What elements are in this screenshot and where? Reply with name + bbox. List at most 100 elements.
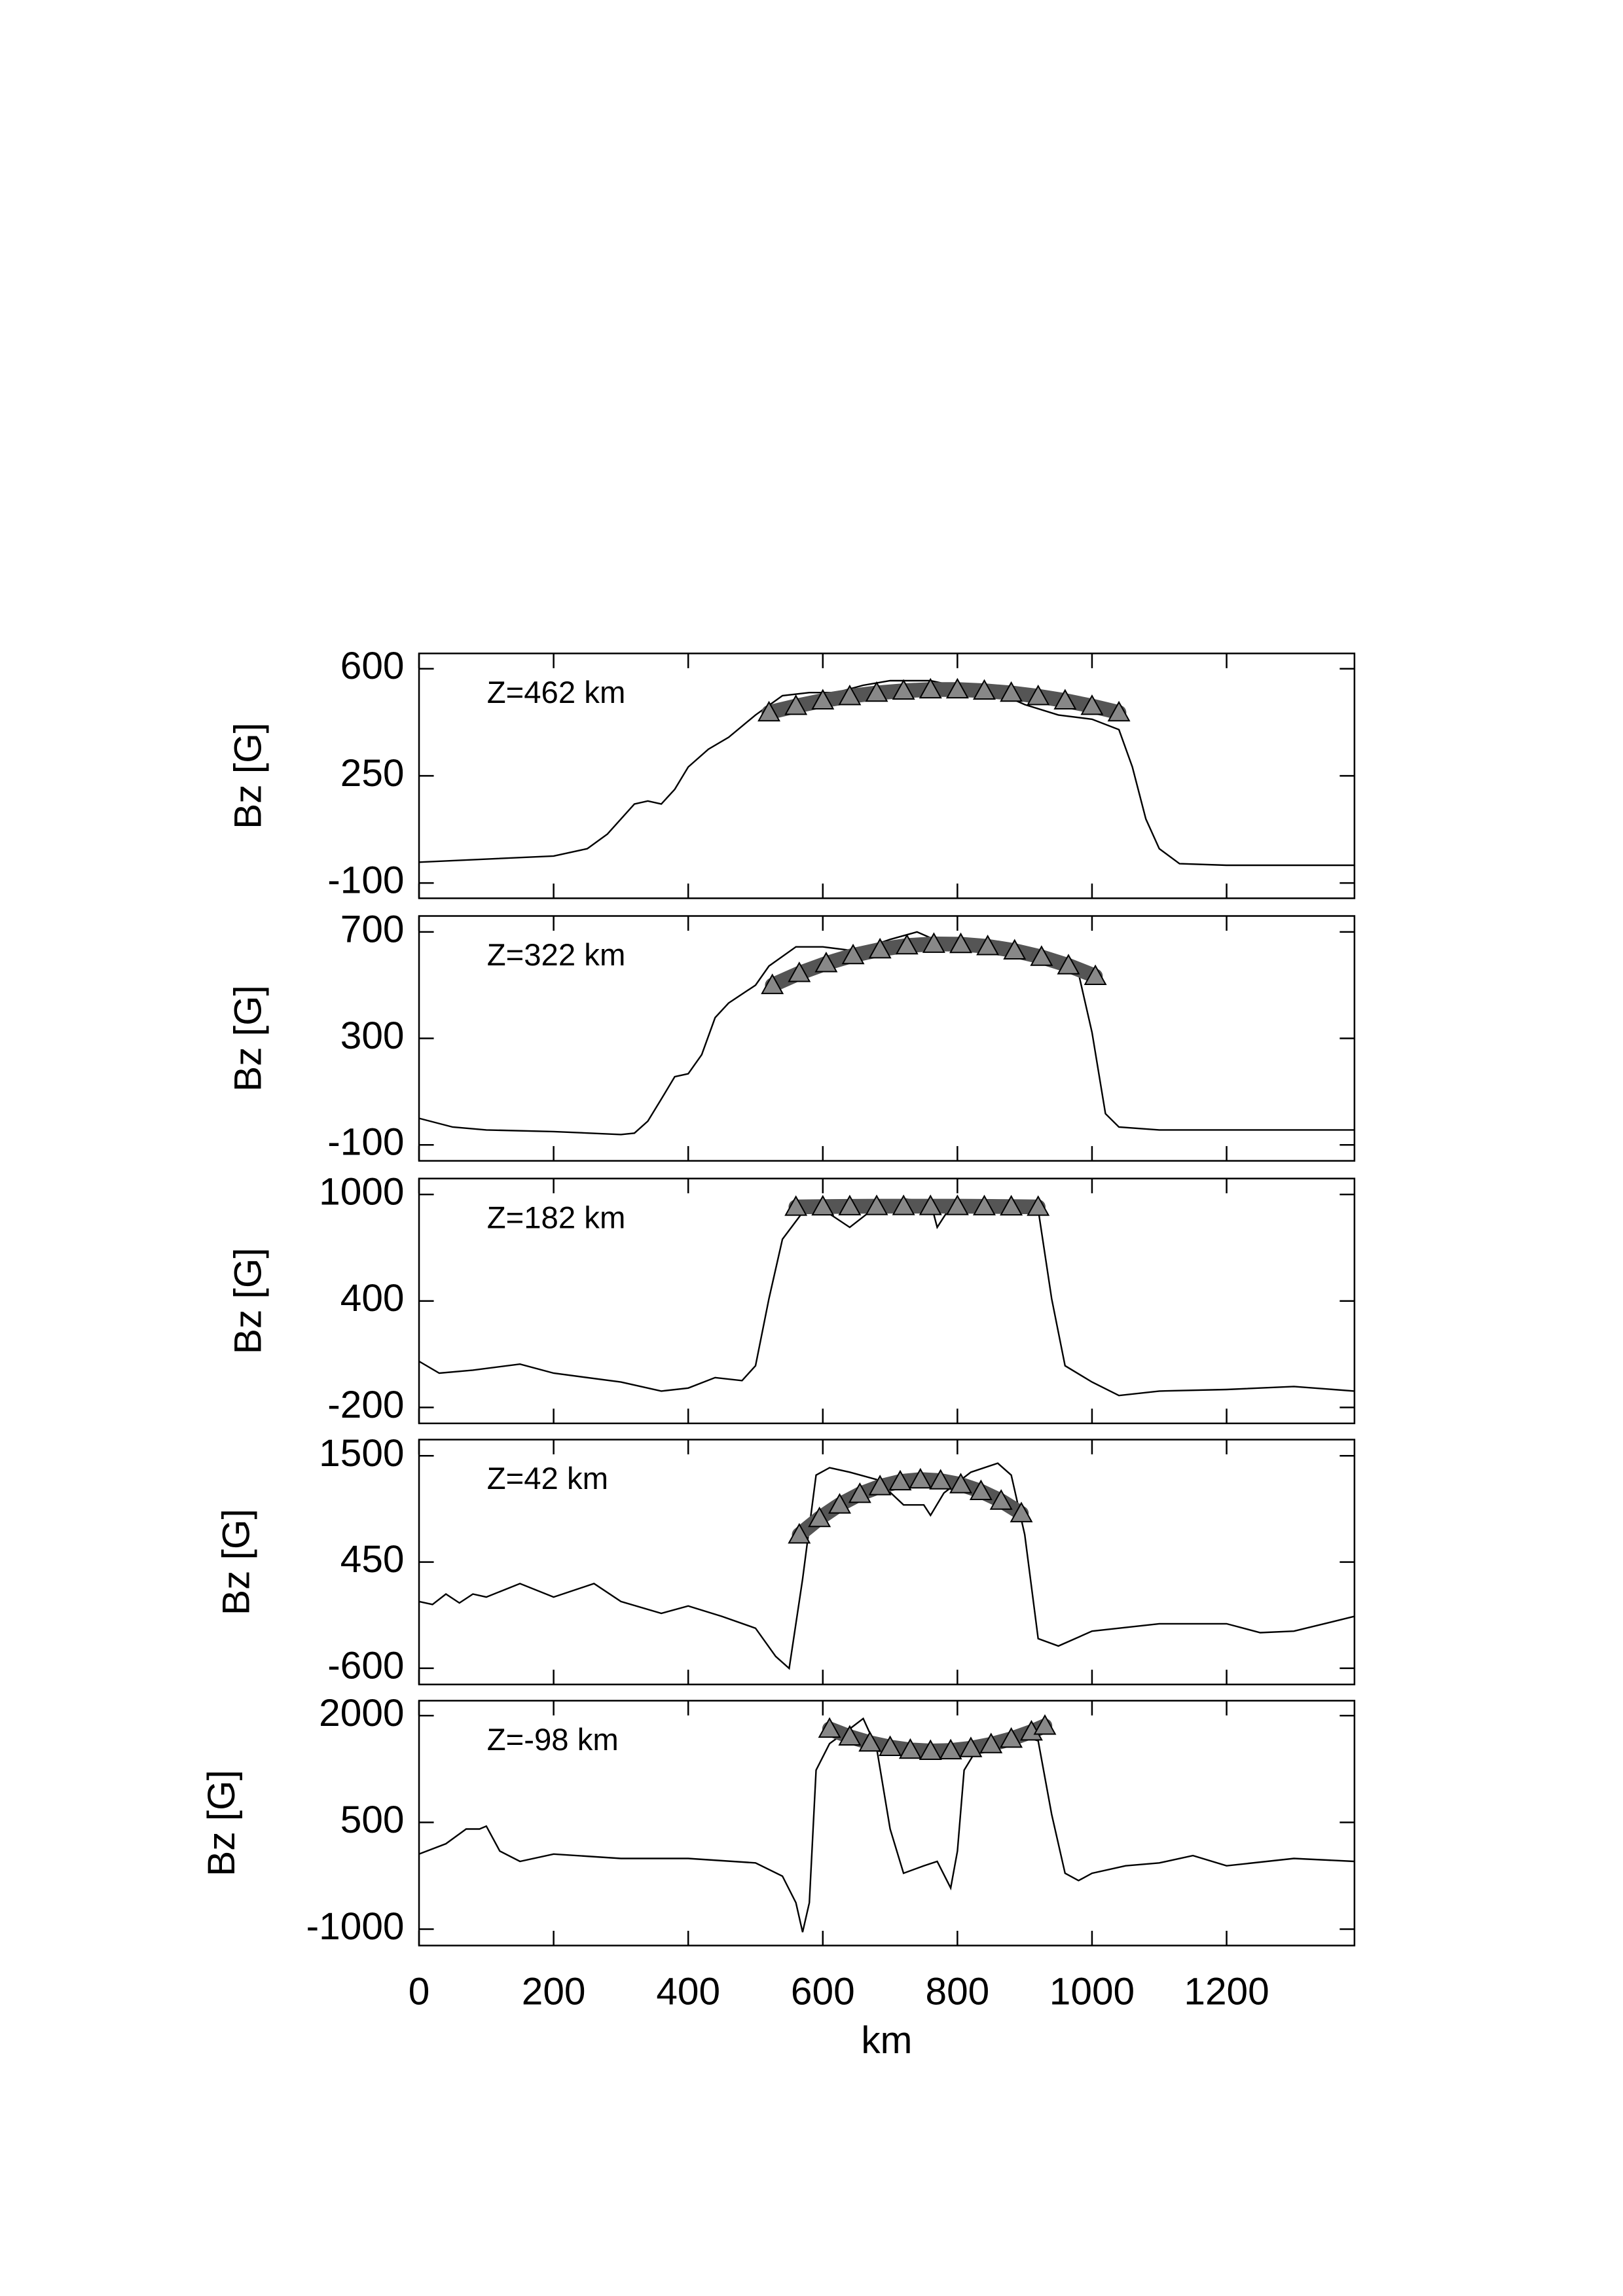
fit-marker [865,1194,888,1215]
fit-marker [909,1467,932,1489]
data-line [418,1198,1355,1397]
x-tick-label: 0 [409,1970,430,2013]
fit-marker [788,961,811,982]
fit-marker [895,933,919,955]
fit-marker [929,1469,953,1490]
y-tick-label: 1000 [319,1171,404,1213]
fit-marker [979,1732,1003,1753]
y-axis-label: Bz [G] [215,1509,258,1615]
y-tick-label: -600 [327,1644,404,1687]
fit-marker [761,973,784,994]
fit-marker [892,1194,915,1215]
fit-marker [945,677,969,699]
y-tick-label: -100 [327,1121,404,1164]
y-tick-label: 600 [340,645,405,687]
fit-marker [1080,694,1104,715]
fit-marker [757,700,781,722]
y-tick-label: -100 [327,859,404,902]
data-line [418,1462,1355,1670]
y-axis-label: Bz [G] [200,1770,243,1876]
fit-marker [945,1194,969,1215]
fit-marker [1000,1727,1023,1748]
fit-marker [784,694,808,715]
y-tick-label: -1000 [306,1905,405,1948]
fit-marker [989,1489,1013,1510]
fit-marker [973,679,996,700]
fit-marker [922,932,945,953]
x-axis-label: km [861,2019,912,2062]
x-tick-label: 400 [656,1970,720,2013]
fit-marker [919,1194,942,1215]
fit-marker [838,1725,862,1746]
fit-marker [892,679,915,700]
fit-marker [858,1731,882,1752]
annotation: Z=322 km [487,938,626,973]
fit-marker [1027,1195,1050,1216]
fit-marker [973,1194,996,1215]
fit-marker [788,1522,811,1544]
fit-marker [1057,954,1080,975]
y-axis-label: Bz [G] [227,723,270,829]
fit-marker [1027,684,1050,706]
data-line [418,931,1355,1136]
fit-marker [811,1194,835,1216]
fit-marker [879,1735,902,1756]
y-tick-label: 2000 [319,1692,404,1734]
fit-marker [888,1469,912,1491]
fit-marker [808,1506,831,1528]
y-tick-label: 700 [340,908,405,950]
fit-marker [969,1479,993,1501]
fit-marker [959,1736,983,1757]
fit-marker [814,952,838,973]
x-tick-label: 1000 [1049,1970,1135,2013]
data-line [418,1717,1355,1933]
fit-marker [1003,939,1027,960]
x-tick-label: 600 [791,1970,855,2013]
y-tick-label: 500 [340,1799,405,1841]
y-tick-label: 300 [340,1014,405,1057]
fit-marker [919,677,942,699]
y-tick-label: -200 [327,1384,404,1426]
fit-marker [898,1738,922,1759]
y-tick-label: 400 [340,1277,405,1319]
annotation: Z=-98 km [487,1723,619,1757]
fit-marker [784,1195,808,1216]
fit-marker [1107,700,1131,722]
fit-marker [865,681,888,702]
y-axis-label: Bz [G] [227,1247,270,1354]
fit-band [788,1198,1046,1215]
x-tick-label: 200 [522,1970,586,2013]
fit-marker [1000,681,1023,702]
y-axis-label: Bz [G] [227,985,270,1092]
fit-marker [1000,1194,1023,1216]
annotation: Z=42 km [487,1462,608,1496]
fit-marker [1030,945,1053,966]
fit-marker [1084,964,1107,986]
y-tick-label: 1500 [319,1432,404,1475]
x-tick-label: 1200 [1184,1970,1269,2013]
annotation: Z=462 km [487,675,626,710]
fit-marker [976,935,1000,956]
fit-marker [1053,689,1077,709]
fit-marker [838,684,862,706]
fit-marker [838,1194,862,1215]
fit-marker [868,937,892,959]
annotation: Z=182 km [487,1200,626,1235]
fit-marker [949,932,972,954]
fit-marker [818,1717,841,1738]
fit-marker [1010,1501,1033,1522]
fit-marker [919,1739,942,1760]
fit-marker [828,1493,851,1514]
x-tick-label: 800 [925,1970,989,2013]
fit-marker [949,1473,972,1494]
y-tick-label: 450 [340,1538,405,1581]
fit-marker [841,943,865,965]
y-tick-label: 250 [340,752,405,795]
fit-marker [939,1738,962,1760]
fit-marker [811,689,835,709]
fit-marker [1033,1714,1057,1735]
fit-marker [868,1475,892,1496]
